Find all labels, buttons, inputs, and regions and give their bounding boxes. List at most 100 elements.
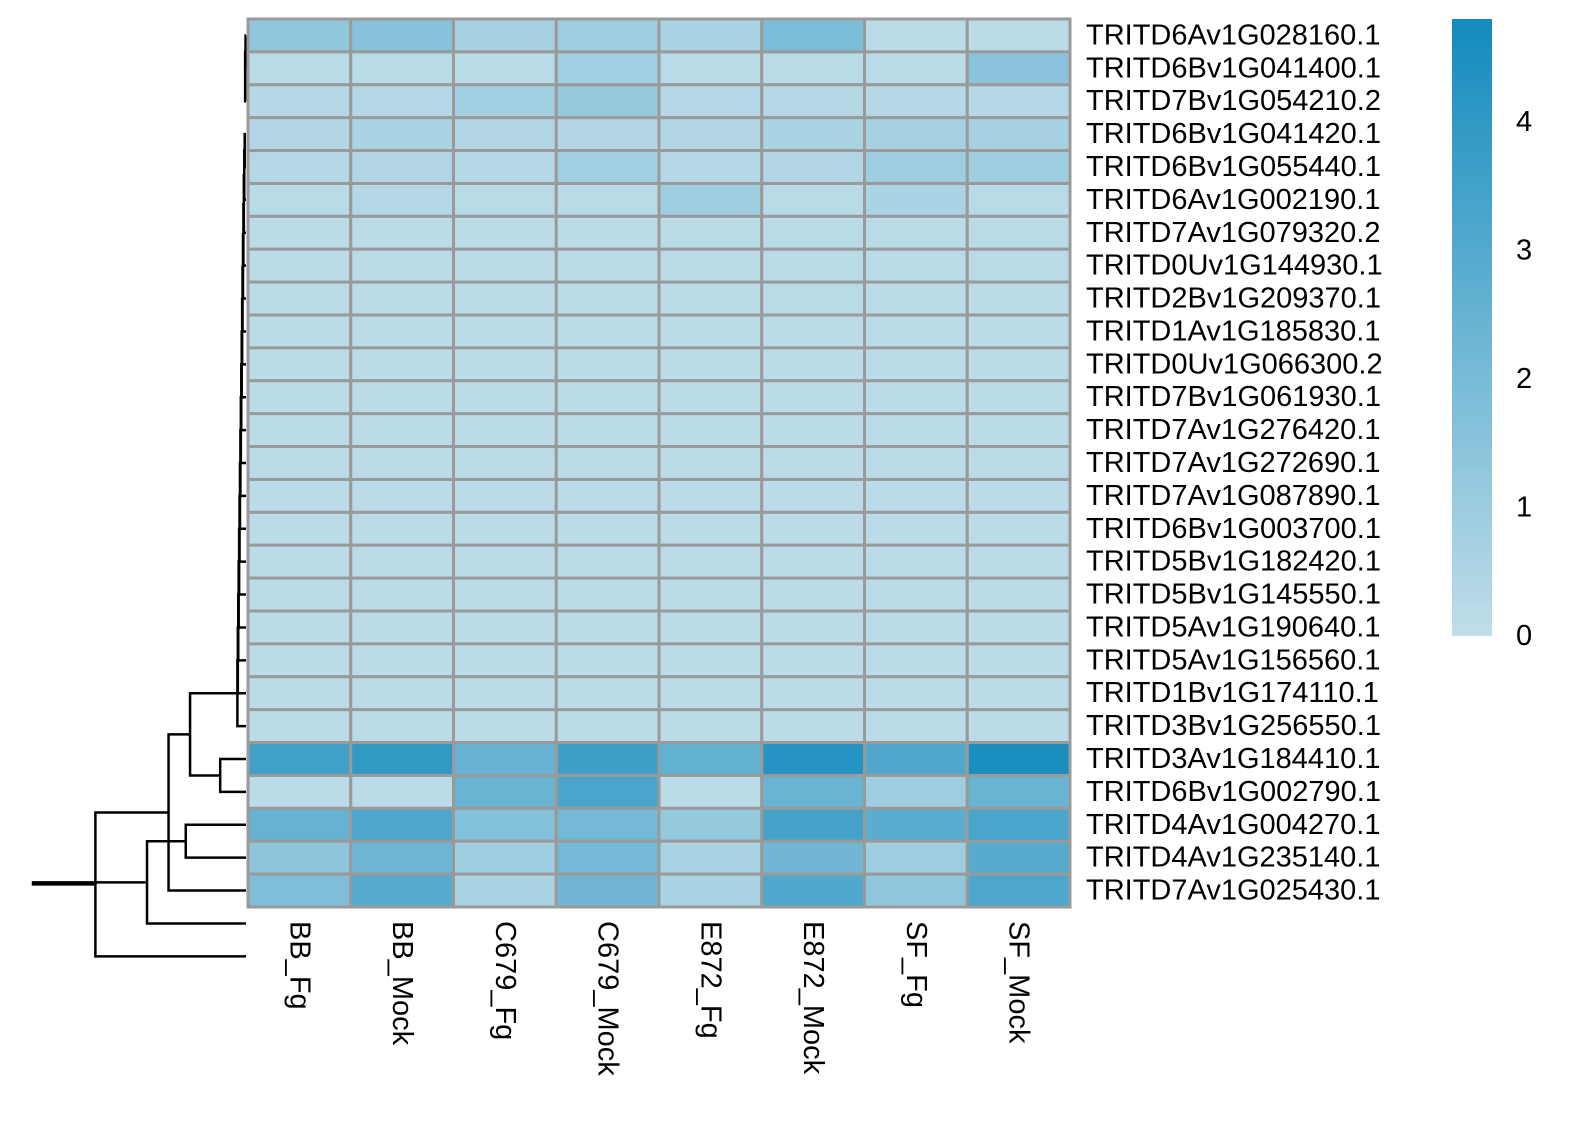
heatmap-cell	[762, 874, 865, 907]
heatmap-cell	[762, 578, 865, 611]
row-label: TRITD7Av1G087890.1	[1086, 480, 1380, 512]
heatmap-cell	[248, 677, 351, 710]
heatmap-cell	[248, 743, 351, 776]
heatmap-cell	[351, 775, 454, 808]
heatmap-cell	[762, 545, 865, 578]
heatmap-cell	[659, 151, 762, 184]
heatmap-cell	[865, 381, 968, 414]
heatmap-cell	[865, 52, 968, 85]
row-label: TRITD0Uv1G066300.2	[1086, 348, 1383, 380]
row-label: TRITD5Av1G156560.1	[1086, 644, 1380, 676]
heatmap-cell	[351, 479, 454, 512]
heatmap-cell	[865, 611, 968, 644]
heatmap-cell	[454, 775, 557, 808]
heatmap-cell	[351, 151, 454, 184]
heatmap-cell	[762, 151, 865, 184]
row-label: TRITD4Av1G235140.1	[1086, 842, 1380, 874]
heatmap-cell	[454, 249, 557, 282]
heatmap-cell	[248, 512, 351, 545]
heatmap-cell	[967, 841, 1070, 874]
heatmap-cell	[762, 479, 865, 512]
heatmap-cell	[762, 808, 865, 841]
heatmap-cell	[556, 19, 659, 52]
heatmap-cell	[248, 216, 351, 249]
heatmap-cell	[762, 85, 865, 118]
heatmap-cell	[556, 282, 659, 315]
row-label: TRITD7Bv1G061930.1	[1086, 381, 1381, 413]
heatmap-cell	[351, 414, 454, 447]
heatmap-cell	[351, 808, 454, 841]
heatmap-cell	[967, 249, 1070, 282]
heatmap-cell	[248, 447, 351, 480]
heatmap-cell	[454, 808, 557, 841]
heatmap-cell	[967, 315, 1070, 348]
heatmap-cell	[967, 545, 1070, 578]
column-label: SF_Mock	[1003, 921, 1035, 1044]
row-label: TRITD5Bv1G182420.1	[1086, 546, 1381, 578]
heatmap-cell	[967, 348, 1070, 381]
row-label: TRITD7Bv1G054210.2	[1086, 85, 1381, 117]
heatmap-cell	[659, 447, 762, 480]
row-label: TRITD7Av1G079320.2	[1086, 217, 1380, 249]
heatmap-cell	[351, 578, 454, 611]
heatmap-cell	[865, 743, 968, 776]
heatmap-cell	[967, 512, 1070, 545]
heatmap-cell	[659, 348, 762, 381]
heatmap-cell	[659, 414, 762, 447]
heatmap-cell	[659, 710, 762, 743]
heatmap-cell	[248, 381, 351, 414]
heatmap-cell	[865, 348, 968, 381]
heatmap-cell	[351, 282, 454, 315]
heatmap-cell	[865, 808, 968, 841]
row-label: TRITD6Bv1G041400.1	[1086, 52, 1381, 84]
heatmap-cell	[351, 85, 454, 118]
heatmap-cell	[659, 578, 762, 611]
heatmap-cell	[351, 644, 454, 677]
legend-color-bar	[1452, 19, 1492, 636]
heatmap-cell	[762, 710, 865, 743]
heatmap-cell	[454, 545, 557, 578]
heatmap-cell	[659, 216, 762, 249]
heatmap-cell	[454, 743, 557, 776]
heatmap-cell	[659, 874, 762, 907]
heatmap-cell	[865, 249, 968, 282]
heatmap-cell	[762, 315, 865, 348]
heatmap-cell	[556, 775, 659, 808]
heatmap-cell	[248, 348, 351, 381]
heatmap-cell	[556, 414, 659, 447]
heatmap-cell	[556, 677, 659, 710]
heatmap-cell	[556, 841, 659, 874]
heatmap-cell	[762, 118, 865, 151]
heatmap-cell	[967, 611, 1070, 644]
heatmap-cell	[967, 743, 1070, 776]
heatmap-cell	[865, 183, 968, 216]
heatmap-cell	[865, 644, 968, 677]
dendrogram-link	[33, 882, 147, 884]
heatmap-cell	[351, 874, 454, 907]
heatmap-cell	[454, 85, 557, 118]
heatmap-cell	[454, 183, 557, 216]
row-label: TRITD6Av1G002190.1	[1086, 184, 1380, 216]
heatmap-cell	[659, 611, 762, 644]
row-label: TRITD0Uv1G144930.1	[1086, 250, 1383, 282]
heatmap-cell	[351, 118, 454, 151]
heatmap-cell	[556, 808, 659, 841]
heatmap-cell	[967, 808, 1070, 841]
heatmap-cell	[865, 841, 968, 874]
heatmap-cell	[248, 315, 351, 348]
heatmap-cell	[351, 447, 454, 480]
heatmap-cell	[351, 841, 454, 874]
heatmap-cell	[659, 841, 762, 874]
heatmap-cell	[454, 315, 557, 348]
column-label: E872_Mock	[797, 921, 829, 1075]
row-label: TRITD3Av1G184410.1	[1086, 743, 1380, 775]
heatmap-cell	[659, 85, 762, 118]
row-dendrogram	[33, 35, 246, 956]
heatmap-cell	[659, 479, 762, 512]
heatmap-cell	[865, 216, 968, 249]
heatmap-cell	[248, 282, 351, 315]
heatmap-cell	[351, 315, 454, 348]
